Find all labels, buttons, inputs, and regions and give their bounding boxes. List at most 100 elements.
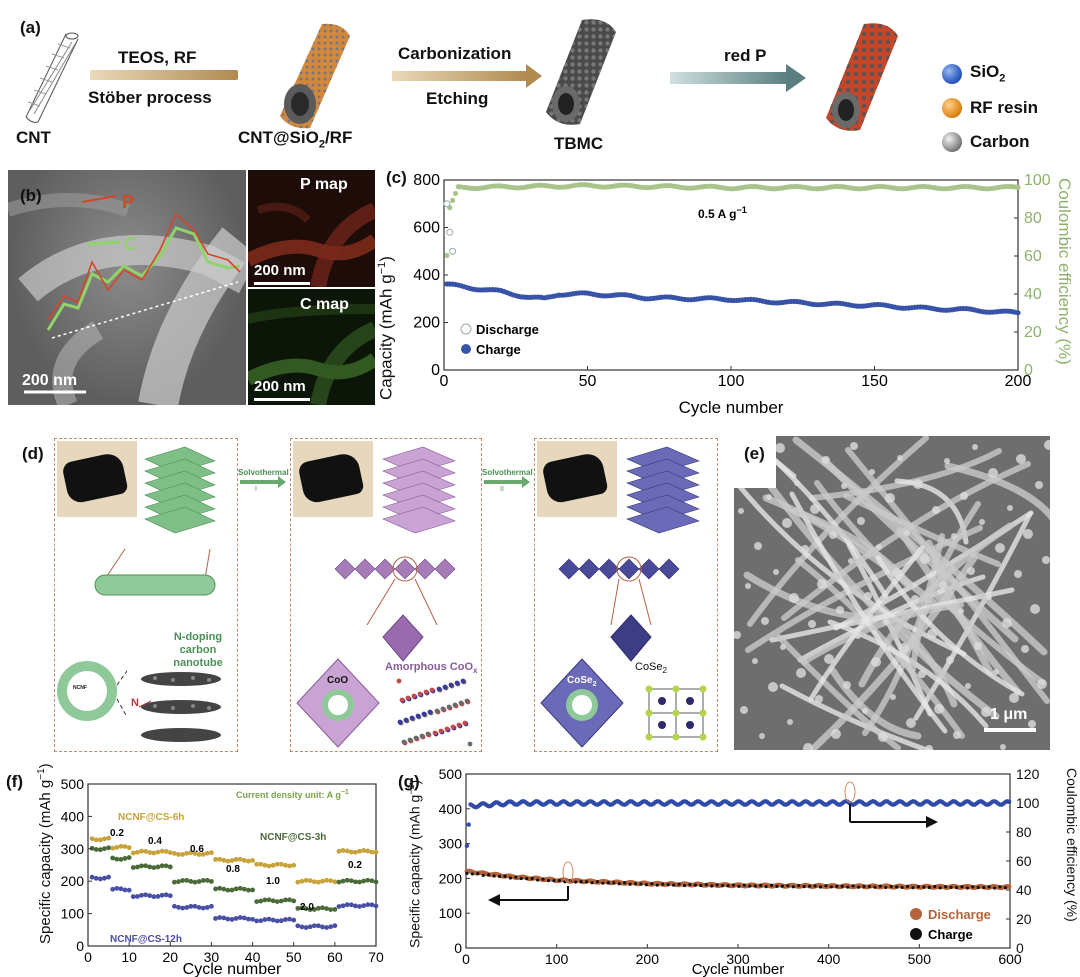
charge-point <box>818 885 823 889</box>
rate-point <box>332 907 338 912</box>
charge-point <box>508 876 513 880</box>
rate-label: 0.6 <box>190 844 204 855</box>
rate-point <box>192 903 198 909</box>
ce-point <box>466 822 471 827</box>
charge-point <box>726 884 730 888</box>
sem-fiber <box>792 436 1048 656</box>
sem-particle <box>1023 529 1033 539</box>
sem-particle <box>761 617 769 625</box>
charge-point <box>623 881 627 885</box>
chart-g-legend: Discharge Charge <box>910 907 991 942</box>
x-tick-label: 200 <box>636 951 660 967</box>
rate-point <box>373 903 379 909</box>
rate-point <box>102 875 107 881</box>
rate-point <box>147 864 153 870</box>
sem-scale-bar <box>984 728 1036 732</box>
rate-point <box>246 916 251 922</box>
sem-fiber <box>801 602 964 665</box>
rate-point <box>114 856 120 862</box>
rate-point <box>299 905 305 911</box>
rate-point <box>126 855 132 860</box>
rate-point <box>246 887 251 893</box>
sem-particle <box>824 654 834 664</box>
rate-point <box>213 916 218 921</box>
panel-label-a: (a) <box>20 18 41 37</box>
rate-point <box>188 878 194 884</box>
x-tick-label: 30 <box>204 949 220 965</box>
lattice-atom <box>458 700 464 706</box>
x-tick-label: 60 <box>327 949 343 965</box>
ce-point <box>450 197 456 204</box>
rate-point <box>241 915 247 921</box>
charge-point <box>878 884 882 888</box>
step2-arrow <box>392 71 527 81</box>
lattice-atom <box>467 741 473 747</box>
rate-point <box>134 864 140 870</box>
charge-point <box>655 883 659 887</box>
charge-point <box>661 882 665 886</box>
charge-point <box>742 883 746 887</box>
rate-point <box>188 903 194 909</box>
discharge-ring <box>562 861 574 883</box>
chart-f-annotation: Current density unit: A g−1 <box>236 789 349 800</box>
sem-particle <box>831 729 841 739</box>
charge-point <box>704 883 708 887</box>
charge-point <box>633 881 638 886</box>
chart-g-y2label: Coulombic efficiency (%) <box>1064 768 1080 922</box>
rate-point <box>336 879 342 885</box>
charge-point <box>889 884 893 889</box>
c-map-scale-label: 200 nm <box>254 378 306 395</box>
d3-cose2-b-label: CoSe2 <box>635 661 667 676</box>
rate-point <box>287 863 292 869</box>
rate-point <box>93 847 99 852</box>
d-box-1: NCNF N N-doping carbon nanotube <box>54 438 238 752</box>
x-tick-label: 400 <box>817 951 841 967</box>
d-box-3: CoSe2 CoSe2 <box>534 438 718 752</box>
rate-point <box>89 845 95 851</box>
rate-point <box>332 879 338 885</box>
x-tick-label: 70 <box>368 949 384 965</box>
d2-photo <box>293 441 373 517</box>
lattice-atom <box>397 719 403 725</box>
charge-point <box>601 881 605 885</box>
rate-point <box>369 902 375 908</box>
rate-point <box>369 878 375 884</box>
d2-stack <box>382 446 456 534</box>
charge-point <box>944 885 948 889</box>
rate-point <box>167 893 173 899</box>
sem-fiber <box>779 683 935 750</box>
sem-fiber <box>808 545 925 702</box>
lattice-atom <box>401 739 407 745</box>
charge-point <box>579 880 583 884</box>
rate-point <box>159 892 165 898</box>
charge-point <box>856 885 861 889</box>
y2-tick-label: 60 <box>1024 248 1042 265</box>
rate-point <box>307 924 313 930</box>
tem-image <box>8 170 246 405</box>
y-tick-label: 200 <box>413 315 440 332</box>
x-tick-label: 0 <box>440 373 449 390</box>
rate-point <box>180 852 186 857</box>
sem-particle <box>857 517 865 525</box>
rate-point <box>324 925 330 930</box>
sem-fiber <box>944 462 1050 521</box>
charge-point <box>797 883 801 888</box>
charge-point <box>644 883 649 887</box>
sem-particle <box>810 504 820 514</box>
sem-particle <box>1014 570 1022 578</box>
x-tick-label: 100 <box>718 373 745 390</box>
rate-point <box>250 858 255 863</box>
lattice-atom <box>396 678 402 684</box>
charge-point <box>905 884 910 888</box>
tem-scale-label: 200 nm <box>22 372 78 389</box>
rate-point <box>278 918 284 924</box>
sem-particle <box>953 731 961 739</box>
charge-point <box>769 883 774 887</box>
rate-point <box>324 877 330 883</box>
lattice-atom <box>417 691 423 697</box>
charge-point <box>867 884 872 889</box>
rate-point <box>299 878 305 884</box>
p-map-label: P map <box>300 176 348 193</box>
rate-point <box>361 903 367 909</box>
lattice-atom <box>403 717 409 723</box>
